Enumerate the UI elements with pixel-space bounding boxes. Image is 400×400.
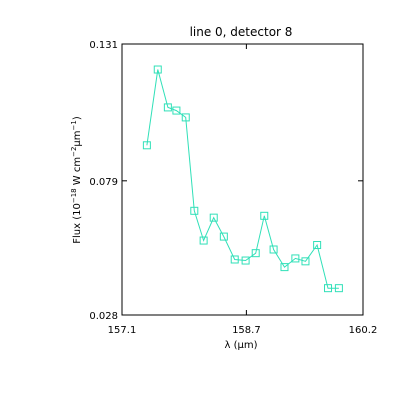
- y-axis-title-exp3: −1: [70, 120, 78, 130]
- plot-frame: [121, 43, 364, 316]
- data-point-marker: [334, 284, 343, 293]
- data-point-marker: [291, 254, 300, 263]
- x-tick-label: 160.2: [349, 325, 378, 336]
- x-axis-title: λ (μm): [224, 340, 257, 351]
- data-point-marker: [209, 213, 218, 222]
- data-point-marker: [301, 257, 310, 266]
- x-tick-label: 158.7: [232, 325, 261, 336]
- y-tick-label: 0.028: [89, 311, 118, 322]
- data-point-marker: [142, 141, 151, 150]
- data-point-marker: [241, 256, 250, 265]
- data-point-marker: [181, 113, 190, 122]
- data-point-marker: [324, 284, 333, 293]
- data-point-marker: [251, 249, 260, 258]
- tick-labels: 157.1 158.7 160.2 0.028 0.079 0.131: [89, 40, 377, 336]
- y-axis-title-mid2: μm: [72, 130, 83, 146]
- data-point-marker: [313, 241, 322, 250]
- y-axis-title: Flux (10−18 W cm−2μm−1): [70, 116, 83, 244]
- tick-marks: [121, 43, 364, 316]
- y-axis-title-exp2: −2: [70, 147, 78, 157]
- y-tick-label: 0.131: [89, 40, 118, 51]
- data-point-marker: [219, 232, 228, 241]
- data-point-marker: [153, 65, 162, 74]
- y-tick-label: 0.079: [89, 177, 118, 188]
- y-axis-title-prefix: Flux (10: [72, 203, 83, 244]
- data-point-marker: [269, 245, 278, 254]
- data-point-marker: [199, 236, 208, 245]
- data-point-marker: [163, 103, 172, 112]
- x-tick-label: 157.1: [108, 325, 137, 336]
- y-axis-title-suffix: ): [72, 116, 83, 120]
- series-layer: [142, 65, 343, 293]
- data-point-marker: [190, 206, 199, 215]
- series-line: [146, 69, 339, 289]
- y-axis-title-exp1: −18: [70, 188, 78, 203]
- chart-title: line 0, detector 8: [190, 25, 293, 39]
- data-point-marker: [260, 211, 269, 220]
- data-point-marker: [280, 263, 289, 272]
- data-point-marker: [230, 255, 239, 264]
- y-axis-title-mid1: W cm: [72, 157, 83, 188]
- data-point-marker: [172, 106, 181, 115]
